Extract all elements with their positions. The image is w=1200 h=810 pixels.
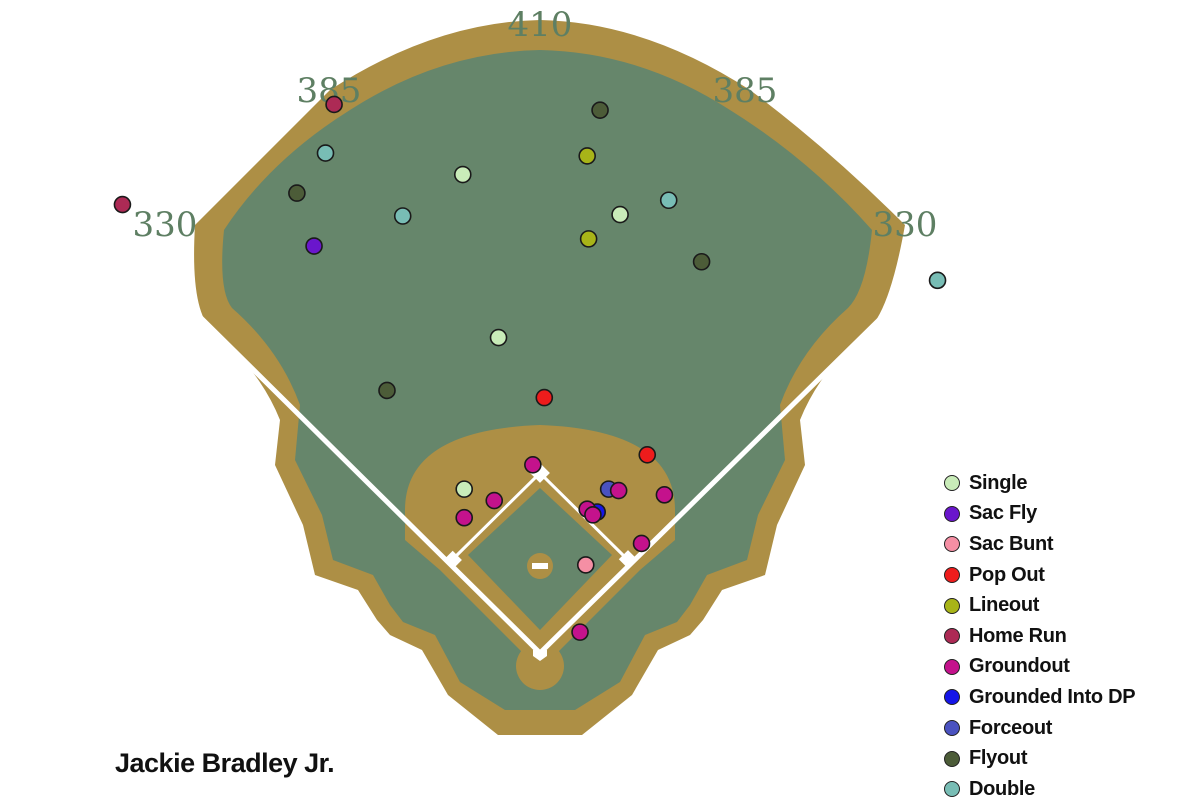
hit-point-groundout: [609, 481, 628, 500]
legend-label: Sac Bunt: [969, 532, 1054, 555]
legend-label: Forceout: [969, 716, 1053, 739]
legend-label: Sac Fly: [969, 502, 1037, 525]
hit-point-flyout: [591, 101, 609, 119]
hit-point-groundout: [455, 508, 474, 527]
hit-point-groundout: [485, 491, 504, 510]
legend-item-forceout: Forceout: [944, 713, 1194, 744]
hit-point-flyout: [692, 252, 711, 271]
distance-right-line: 330: [873, 205, 938, 245]
legend-swatch: [944, 781, 960, 798]
hit-point-flyout: [378, 381, 396, 400]
home-plate-dirt: [516, 642, 564, 690]
home-plate: [533, 650, 547, 661]
legend-item-groundout: Groundout: [944, 652, 1194, 683]
pitchers-rubber: [532, 563, 548, 569]
legend-item-lineout: Lineout: [944, 590, 1194, 621]
legend-item-flyout: Flyout: [944, 743, 1194, 774]
legend-swatch: [944, 536, 960, 553]
outfield-grass: [222, 50, 872, 710]
ballpark: [193, 20, 905, 735]
batted-ball-points: [113, 95, 947, 641]
legend-label: Single: [969, 471, 1028, 494]
hit-point-home-run: [325, 95, 343, 114]
legend-label: Grounded Into DP: [969, 685, 1136, 708]
legend-swatch: [944, 689, 960, 706]
third-base: [443, 550, 462, 570]
legend-label: Double: [969, 777, 1035, 800]
hit-point-groundout: [655, 486, 674, 504]
hit-point-single: [453, 165, 472, 184]
legend-item-double: Double: [944, 774, 1194, 805]
hit-point-double: [659, 191, 678, 210]
distance-left-line: 330: [133, 205, 198, 245]
hit-point-sac-bunt: [576, 556, 595, 574]
hit-point-lineout: [579, 230, 598, 248]
hit-point-pop-out: [638, 445, 657, 464]
legend-label: Groundout: [969, 655, 1070, 678]
first-base: [618, 550, 638, 569]
hit-point-double: [393, 207, 412, 225]
legend: Single Sac Fly Sac Bunt Pop Out Lineout Home …: [944, 468, 1194, 805]
hit-point-pop-out: [535, 388, 554, 407]
hit-point-groundout: [571, 623, 589, 641]
legend-label: Pop Out: [969, 563, 1045, 586]
legend-swatch: [944, 505, 960, 522]
hit-point-single: [455, 480, 474, 498]
player-name: Jackie Bradley Jr.: [115, 748, 335, 778]
legend-item-single: Single: [944, 468, 1194, 499]
legend-swatch: [944, 597, 960, 614]
legend-item-pop-out: Pop Out: [944, 560, 1194, 591]
hit-point-flyout: [288, 184, 306, 202]
legend-swatch: [944, 567, 960, 584]
hit-point-groundout: [584, 506, 602, 524]
hit-point-groundout: [524, 456, 542, 474]
legend-item-sac-bunt: Sac Bunt: [944, 529, 1194, 560]
legend-label: Flyout: [969, 747, 1028, 770]
legend-swatch: [944, 628, 960, 645]
hit-point-double: [316, 144, 335, 162]
legend-swatch: [944, 750, 960, 767]
legend-item-grounded-into-dp: Grounded Into DP: [944, 682, 1194, 713]
hit-point-double: [928, 271, 947, 290]
hit-point-groundout: [632, 534, 651, 553]
legend-swatch: [944, 720, 960, 737]
legend-swatch: [944, 475, 960, 492]
hit-point-home-run: [113, 195, 132, 214]
hit-point-sac-fly: [305, 237, 323, 255]
hit-point-lineout: [578, 147, 596, 165]
hit-point-single: [611, 205, 629, 224]
legend-label: Lineout: [969, 594, 1040, 617]
distance-center: 410: [508, 5, 573, 45]
legend-item-home-run: Home Run: [944, 621, 1194, 652]
legend-swatch: [944, 658, 960, 675]
legend-label: Home Run: [969, 624, 1067, 647]
hit-point-single: [489, 328, 508, 347]
legend-item-sac-fly: Sac Fly: [944, 499, 1194, 530]
distance-right-center: 385: [713, 71, 778, 111]
